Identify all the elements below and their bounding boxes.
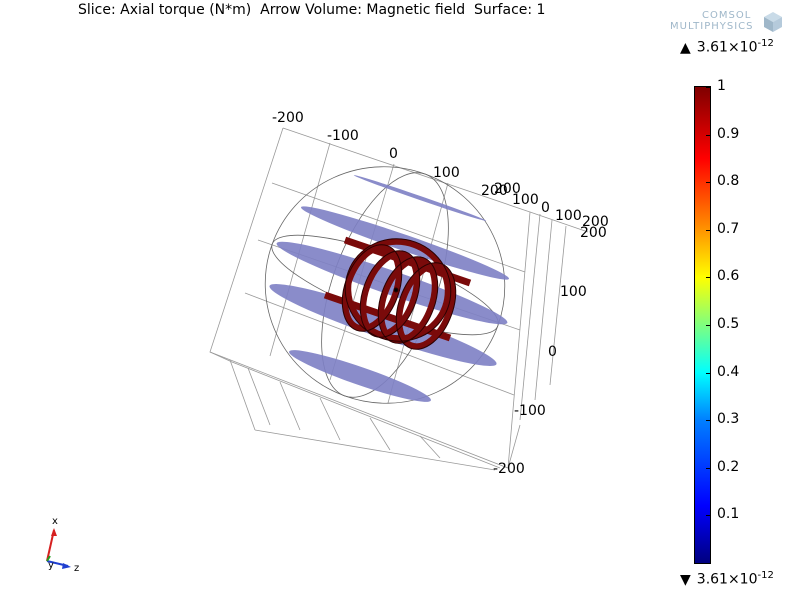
comsol-logo: COMSOL MULTIPHYSICS [668, 10, 786, 38]
tick-rl-1: 200 [580, 225, 607, 241]
colorbar-tick-label: 0.6 [717, 268, 740, 285]
tick-rl-4: -100 [514, 403, 546, 419]
colorbar-tick-mark [706, 420, 710, 422]
colorbar-tick-mark [706, 325, 710, 326]
triad-label-y: y [48, 560, 54, 571]
colorbar-tick-mark [706, 229, 710, 231]
slice-plane-1 [353, 175, 487, 221]
tick-top-5: 200 [481, 183, 508, 199]
tick-ru-5: 200 [582, 214, 609, 230]
axis-labels-right-lower: 200 100 0 -100 -200 [493, 225, 607, 477]
tick-rl-3: 0 [548, 344, 557, 360]
colorbar-tick-label: 0.8 [717, 173, 740, 190]
triad-y-axis [46, 555, 51, 562]
slice-plane-5 [289, 350, 431, 402]
tick-ru-2: 100 [512, 192, 539, 208]
logo-text-comsol: COMSOL [702, 10, 752, 21]
orientation-triad: x y z [46, 516, 79, 574]
tick-ru-1: 200 [494, 181, 521, 197]
colorbar-tick-mark [706, 467, 710, 469]
triangle-down-icon: ▼ [680, 571, 691, 588]
logo-text-multiphysics: MULTIPHYSICS [670, 21, 754, 32]
axis-labels-right-upper: 200 100 0 100 200 [494, 181, 609, 230]
colorbar-tick-mark [706, 515, 710, 517]
plot-scene[interactable]: -200 -100 0 100 200 200 100 0 100 200 20… [0, 0, 680, 600]
coil-outer [345, 238, 451, 342]
range-max-label: ▲ 3.61×10-12 [680, 38, 774, 56]
colorbar-tick-mark [706, 372, 710, 374]
colorbar [694, 86, 711, 564]
colorbar-tick-label: 0.2 [717, 458, 740, 475]
colorbar-tick-label: 0.7 [717, 220, 740, 237]
range-min-label: ▼ 3.61×10-12 [680, 570, 774, 588]
tick-rl-5: -200 [493, 461, 525, 477]
axis-labels-top: -200 -100 0 100 200 [272, 110, 508, 199]
tick-top-2: -100 [327, 128, 359, 144]
colorbar-tick-label: 0.9 [717, 125, 740, 142]
colorbar-tick-mark [706, 134, 710, 136]
coil-assembly [323, 236, 472, 350]
colorbar-tick-label: 0.4 [717, 363, 740, 380]
colorbar-tick-label: 0.3 [717, 411, 740, 428]
triad-label-x: x [52, 516, 58, 527]
tick-top-4: 100 [433, 165, 460, 181]
triad-label-z: z [74, 563, 79, 574]
tick-ru-4: 100 [555, 208, 582, 224]
colorbar-tick-label: 0.5 [717, 316, 740, 332]
colorbar-tick-label: 0.1 [717, 506, 740, 523]
colorbar-tick-mark [706, 277, 710, 279]
tick-top-1: -200 [272, 110, 304, 126]
plot-title: Slice: Axial torque (N*m) Arrow Volume: … [78, 2, 546, 18]
tick-rl-2: 100 [560, 284, 587, 300]
tick-ru-3: 0 [541, 200, 550, 216]
triangle-up-icon: ▲ [680, 39, 691, 56]
colorbar-tick-mark [706, 87, 710, 88]
colorbar-tick-mark [706, 182, 710, 184]
comsol-cube-icon [764, 12, 782, 32]
colorbar-tick-label: 1 [717, 78, 726, 94]
tick-top-3: 0 [389, 146, 398, 162]
